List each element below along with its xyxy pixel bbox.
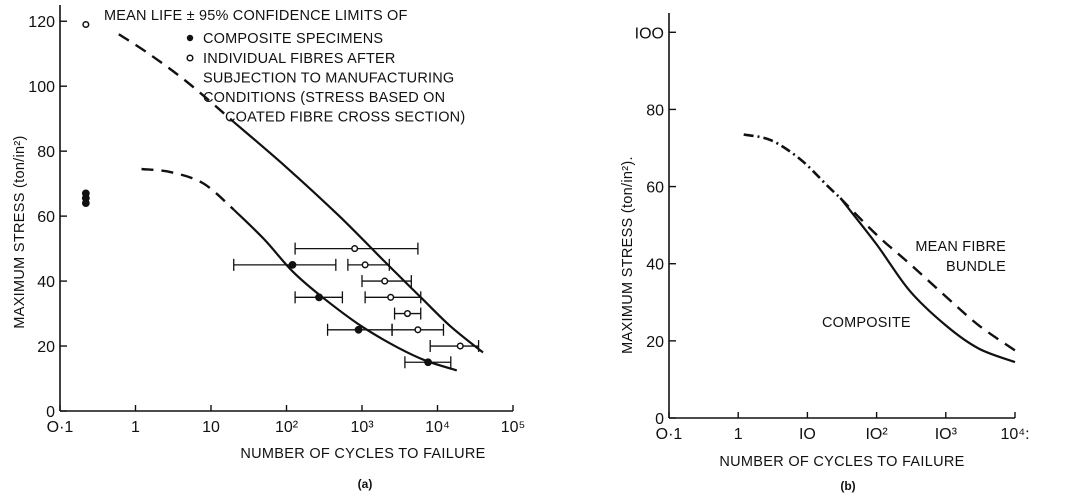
panel-a-point-fibre	[82, 20, 90, 29]
panel-a-x-tick-label: 10³	[350, 419, 374, 436]
panel-a-curve-1	[232, 121, 484, 354]
panel-a-point-composite	[424, 358, 432, 367]
panel-b-x-tick-label: O·1	[656, 426, 683, 443]
panel-b-chart: O·1 1 IO IO² IO³ 10⁴: 0 20 40 60 80 IOO MEAN FIBRE B…	[620, 13, 1030, 493]
panel-a-x-tick-label: O·1	[47, 419, 74, 436]
panel-a-point-composite	[354, 325, 363, 334]
panel-b-y-tick-label: 60	[646, 180, 664, 197]
panel-a-point-fibre	[361, 261, 369, 269]
panel-a-y-tick-label: 100	[28, 79, 55, 96]
panel-a-point-fibre	[456, 342, 464, 350]
panel-a-x-tick-label: 10	[202, 419, 220, 436]
panel-a-legend: MEAN LIFE ± 95% CONFIDENCE LIMITS OF COMP…	[104, 8, 465, 126]
panel-a-y-tick-label: 20	[37, 339, 55, 356]
panel-a-point-composite	[81, 199, 90, 208]
panel-a-curve-3	[232, 208, 458, 372]
panel-a-legend-entry-line: CONDITIONS (STRESS BASED ON	[203, 90, 445, 106]
panel-a-point-fibre	[381, 277, 389, 285]
panel-a-point-fibre	[403, 310, 412, 318]
panel-b-axes: O·1 1 IO IO² IO³ 10⁴: 0 20 40 60 80 IOO	[635, 13, 1030, 443]
panel-a-point-fibre	[351, 245, 359, 253]
panel-a-x-tick-label: 10⁵	[501, 419, 525, 436]
panel-a-legend-entry-line: SUBJECTION TO MANUFACTURING	[203, 71, 454, 87]
panel-a-point-composite	[315, 293, 323, 302]
panel-a-x-tick-label: 1	[131, 419, 140, 436]
panel-a-y-tick-label: 40	[37, 274, 55, 291]
panel-b-series-shared-curve	[743, 133, 842, 200]
panel-a-curves	[118, 33, 484, 372]
panel-a-legend-title: MEAN LIFE ± 95% CONFIDENCE LIMITS OF	[104, 8, 408, 24]
panel-a-label: (a)	[358, 477, 373, 491]
panel-a-legend-entry-line: COATED FIBRE CROSS SECTION)	[225, 110, 465, 126]
panel-b-y-tick-label: 0	[655, 411, 664, 428]
panel-b-x-tick-label: IO	[799, 426, 816, 443]
panel-a-points	[81, 20, 464, 367]
panel-a-y-tick-label: 120	[28, 14, 55, 31]
panel-a-y-tick-label: 60	[37, 209, 55, 226]
panel-a-axes: O·1 1 10 10² 10³ 10⁴ 10⁵ 0 20 40 60 80 100 120	[28, 5, 525, 436]
panel-b-y-tick-label: IOO	[635, 25, 664, 42]
panel-a-point-fibre	[387, 293, 395, 301]
panel-b-x-axis-title: NUMBER OF CYCLES TO FAILURE	[719, 454, 964, 470]
panel-b-series-composite	[839, 197, 1016, 364]
legend-marker-filled	[186, 34, 194, 42]
panel-a-x-tick-label: 10²	[275, 419, 299, 436]
panel-a-y-axis-title: MAXIMUM STRESS (ton/in²)	[12, 135, 28, 328]
panel-a-error-bars	[233, 242, 480, 369]
panel-b-label: (b)	[840, 479, 855, 493]
panel-a-x-axis-title: NUMBER OF CYCLES TO FAILURE	[240, 446, 485, 462]
panel-b-x-tick-label: 10⁴:	[1000, 426, 1029, 443]
panel-a-y-tick-label: 80	[37, 144, 55, 161]
legend-marker-open	[186, 54, 194, 62]
panel-b-x-tick-label: IO²	[865, 426, 888, 443]
panel-a-x-tick-label: 10⁴	[425, 419, 450, 436]
panel-b-label-mean-fibre: MEAN FIBRE	[915, 239, 1006, 255]
panel-a-y-tick-label: 0	[46, 404, 55, 421]
panel-b-label-bundle: BUNDLE	[946, 259, 1006, 275]
panel-b-series-labels: MEAN FIBRE BUNDLE COMPOSITE	[822, 239, 1006, 331]
panel-b-x-tick-label: IO³	[935, 426, 958, 443]
panel-b-y-tick-label: 80	[646, 102, 664, 119]
panel-b-y-tick-label: 40	[646, 257, 664, 274]
panel-a-legend-entry-line: COMPOSITE SPECIMENS	[203, 31, 383, 47]
panel-a-legend-entry-line: INDIVIDUAL FIBRES AFTER	[203, 51, 396, 67]
panel-a-point-fibre	[414, 326, 422, 334]
panel-b-y-tick-label: 20	[646, 334, 664, 351]
panel-b-y-axis-title: MAXIMUM STRESS (ton/in²).	[620, 156, 636, 354]
panel-a-chart: O·1 1 10 10² 10³ 10⁴ 10⁵ 0 20 40 60 80 100 120 MEAN L…	[12, 5, 525, 491]
panel-a-curve-2	[141, 167, 235, 211]
panel-b-series-mean-fibre-bundle	[839, 197, 1016, 352]
panel-b-x-tick-label: 1	[734, 426, 743, 443]
panel-b-label-composite: COMPOSITE	[822, 315, 911, 331]
panel-b-curves	[743, 133, 1016, 364]
panel-a-point-composite	[288, 260, 297, 269]
